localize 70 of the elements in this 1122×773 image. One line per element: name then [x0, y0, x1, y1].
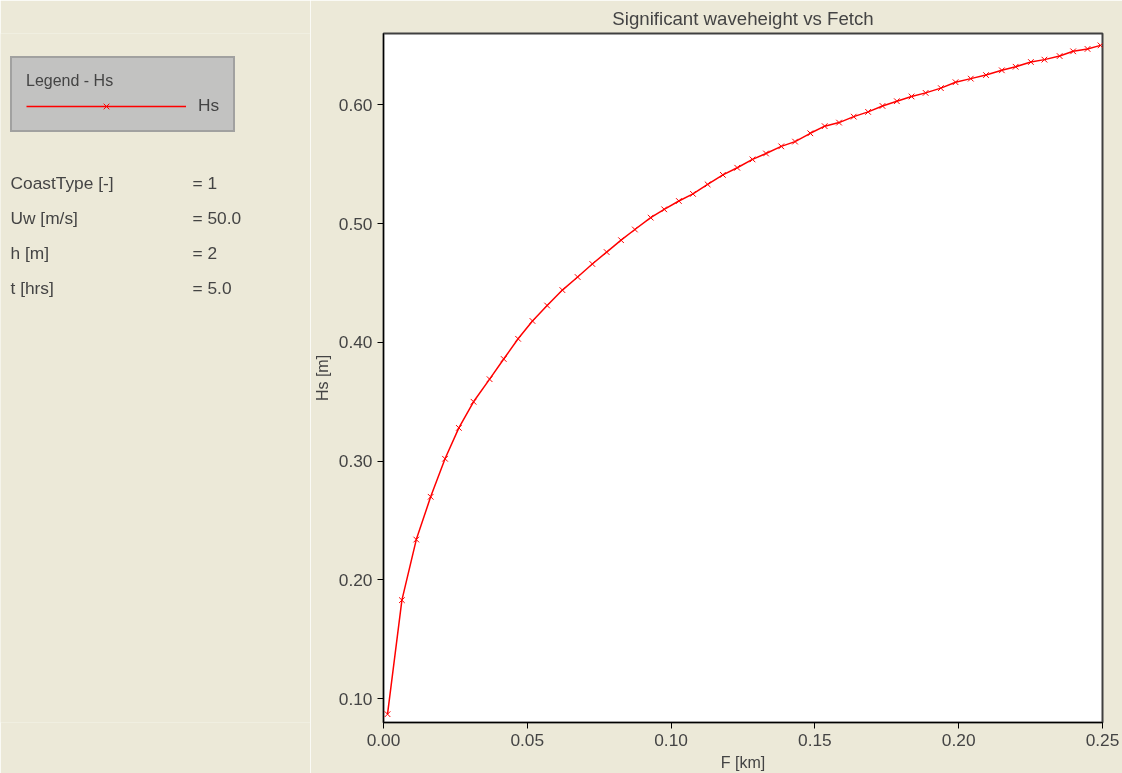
- point: [603, 248, 611, 256]
- y-tick-label: 0.50: [338, 213, 373, 234]
- point: [982, 71, 990, 79]
- point: [806, 129, 814, 137]
- point: [660, 205, 668, 213]
- x-tick-label: 0.15: [798, 729, 832, 750]
- point: [749, 156, 756, 163]
- text: Hs: [198, 95, 220, 116]
- point: [412, 536, 420, 543]
- point: [850, 113, 858, 120]
- point: [821, 122, 829, 130]
- point: [1069, 47, 1077, 55]
- point: [922, 89, 929, 97]
- x-tick-label: 0.10: [654, 729, 688, 750]
- x-axis-title: F [km]: [720, 753, 766, 771]
- point: [559, 286, 566, 294]
- y-axis-title: Hs [m]: [313, 354, 331, 402]
- point: [617, 236, 625, 244]
- point: [893, 97, 901, 105]
- y-tick-label: 0.10: [338, 688, 373, 709]
- y-tick-label: 0.20: [338, 569, 373, 590]
- point: [1041, 56, 1048, 63]
- point: [704, 181, 711, 188]
- x-tick-label: 0.25: [1085, 729, 1120, 750]
- point: [835, 119, 843, 126]
- y-tick-label: 0.30: [338, 451, 373, 472]
- point: [470, 398, 477, 406]
- text: CoastType [-] = 1: [10, 172, 218, 193]
- point: [777, 143, 785, 150]
- point: [719, 171, 727, 179]
- point: [529, 317, 536, 325]
- point: [1056, 52, 1063, 60]
- point: [486, 375, 493, 383]
- point: [543, 302, 551, 309]
- point: [864, 108, 872, 116]
- point: [998, 67, 1006, 74]
- y-tick-label: 0.40: [338, 332, 373, 353]
- point: [675, 197, 683, 205]
- x-tick-label: 0.20: [941, 729, 976, 750]
- point: [455, 424, 463, 432]
- text: t [hrs] = 5.0: [10, 277, 232, 298]
- point: [631, 226, 639, 233]
- point: [937, 84, 945, 92]
- point: [967, 75, 975, 82]
- point: [1012, 63, 1019, 71]
- point: [689, 190, 697, 198]
- point: [574, 273, 581, 281]
- point: [500, 355, 508, 363]
- chart-title: Significant waveheight vs Fetch: [612, 7, 874, 29]
- point: [762, 150, 770, 157]
- point: [647, 214, 655, 221]
- point: [791, 138, 799, 145]
- point: [427, 493, 434, 501]
- point: [441, 455, 449, 463]
- point: [384, 710, 391, 718]
- legend-title: Legend - Hs: [26, 72, 115, 90]
- point: [398, 596, 406, 604]
- point: [1027, 58, 1035, 66]
- point: [514, 335, 522, 343]
- point: [952, 78, 959, 86]
- x-tick-label: 0.05: [510, 729, 545, 750]
- y-tick-label: 0.60: [338, 94, 373, 115]
- point: [733, 164, 741, 172]
- point: [1097, 42, 1103, 49]
- text: h [m] = 2: [10, 242, 218, 263]
- text: Uw [m/s] = 50.0: [10, 207, 242, 228]
- point: [879, 102, 886, 110]
- point: [588, 260, 596, 268]
- x-tick-label: 0.00: [366, 729, 401, 750]
- point: [1084, 45, 1091, 53]
